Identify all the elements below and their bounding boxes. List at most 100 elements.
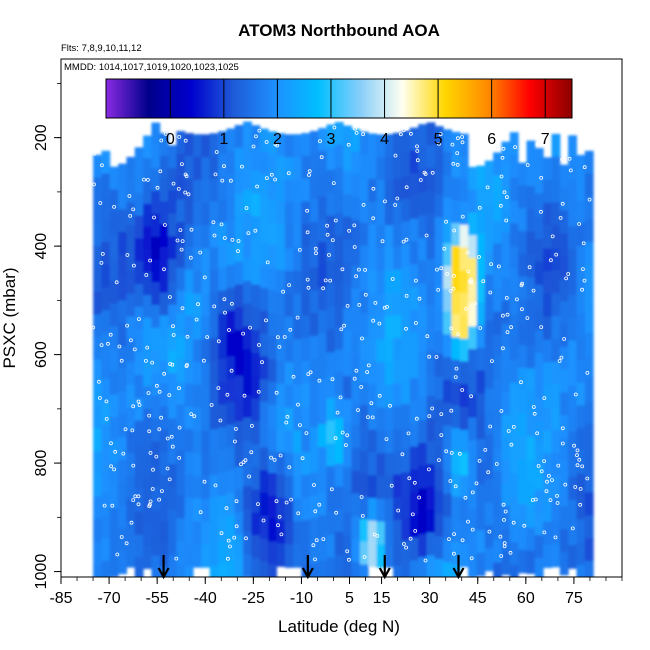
- field-cell: [209, 315, 219, 339]
- sample-point: [162, 267, 166, 272]
- sample-point: [334, 510, 339, 515]
- sample-point: [249, 450, 254, 455]
- field-cell: [351, 356, 361, 381]
- sample-point: [307, 169, 312, 174]
- field-cell: [176, 245, 186, 269]
- field-cell: [276, 475, 286, 499]
- field-cell: [168, 350, 177, 374]
- field-cell: [93, 223, 102, 247]
- sample-point: [165, 466, 170, 471]
- field-cell: [159, 247, 169, 271]
- field-cell: [393, 292, 402, 316]
- sample-point: [102, 503, 107, 508]
- sample-point: [439, 412, 444, 417]
- field-cell: [409, 150, 419, 174]
- field-cell: [176, 404, 186, 428]
- field-cell: [418, 374, 427, 399]
- sample-point: [119, 535, 124, 539]
- sample-point: [136, 494, 141, 499]
- sample-point: [500, 313, 505, 318]
- field-cell: [343, 262, 352, 286]
- sample-point: [131, 263, 136, 268]
- field-cell: [434, 285, 444, 309]
- field-cell: [351, 493, 361, 517]
- field-cell: [268, 245, 277, 269]
- field-cell: [168, 509, 177, 534]
- field-cell: [501, 415, 511, 439]
- sample-point: [306, 285, 311, 290]
- field-cell: [459, 179, 469, 203]
- field-cell: [434, 308, 444, 332]
- sample-point: [279, 532, 284, 537]
- field-cell: [301, 474, 311, 499]
- field-cell: [159, 269, 169, 294]
- field-cell: [201, 293, 211, 318]
- sample-point: [184, 174, 189, 179]
- field-cell: [109, 189, 119, 213]
- sample-point: [451, 551, 456, 556]
- field-cell: [501, 301, 511, 325]
- field-cell: [151, 464, 161, 488]
- sample-point: [453, 375, 458, 380]
- sample-point: [99, 343, 104, 348]
- field-cell: [443, 129, 452, 153]
- sample-point: [177, 386, 181, 391]
- field-cell: [526, 505, 536, 529]
- field-cell: [568, 340, 577, 364]
- sample-point: [171, 324, 175, 329]
- field-cell: [93, 473, 102, 498]
- field-cell: [493, 471, 502, 495]
- field-cell: [168, 532, 177, 556]
- field-cell: [518, 504, 527, 528]
- field-cell: [284, 521, 294, 545]
- field-cell: [484, 434, 494, 458]
- field-cell: [443, 288, 452, 313]
- field-cell: [426, 418, 436, 442]
- sample-point: [97, 379, 101, 384]
- field-cell: [426, 464, 436, 488]
- sample-point: [362, 555, 367, 559]
- field-cell: [534, 558, 544, 577]
- field-cell: [401, 176, 411, 200]
- field-cell: [151, 418, 161, 443]
- field-cell: [293, 316, 302, 340]
- field-cell: [584, 173, 594, 197]
- sample-point: [453, 484, 458, 489]
- field-cell: [476, 233, 486, 258]
- field-cell: [459, 361, 469, 385]
- sample-point: [147, 413, 152, 418]
- sample-point: [401, 128, 406, 133]
- sample-point: [417, 495, 422, 500]
- field-cell: [159, 497, 169, 521]
- field-cell: [159, 155, 169, 180]
- sample-point: [452, 532, 457, 536]
- sample-point: [548, 498, 553, 503]
- field-cell: [318, 310, 327, 334]
- field-cell: [109, 554, 119, 577]
- field-cell: [559, 301, 569, 325]
- sample-point: [439, 433, 444, 438]
- sample-point: [333, 436, 338, 441]
- sample-point: [470, 527, 475, 532]
- field-cell: [226, 356, 236, 380]
- field-cell: [526, 368, 536, 392]
- field-cell: [509, 542, 519, 566]
- field-cell: [134, 466, 144, 490]
- sample-point: [264, 140, 269, 144]
- field-cell: [451, 177, 461, 201]
- field-cell: [93, 154, 102, 179]
- field-cell: [559, 210, 569, 234]
- field-cell: [551, 338, 561, 363]
- field-cell: [93, 564, 102, 577]
- sample-point: [330, 377, 335, 382]
- sample-point: [216, 339, 221, 344]
- field-cell: [309, 518, 319, 542]
- field-cell: [218, 427, 227, 451]
- field-cell: [401, 472, 411, 496]
- sample-point: [162, 371, 167, 376]
- sample-point: [273, 142, 278, 147]
- sample-point: [218, 418, 223, 423]
- field-cell: [443, 448, 452, 472]
- field-cell: [584, 492, 594, 516]
- field-cell: [234, 261, 244, 286]
